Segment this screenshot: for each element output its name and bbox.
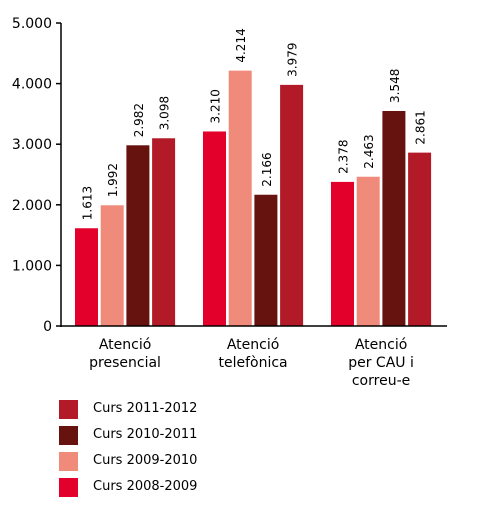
bar bbox=[228, 70, 252, 327]
y-tick-label: 4.000 bbox=[12, 77, 52, 93]
legend-swatch bbox=[59, 452, 78, 471]
y-tick-label: 3.000 bbox=[12, 137, 52, 153]
legend-swatch bbox=[59, 426, 78, 445]
bar bbox=[331, 181, 354, 326]
data-label: 1.613 bbox=[81, 186, 95, 220]
bar-chart: 1.613 3.210 2.378 1.992 4.214 2.463 2.982 2.166… bbox=[12, 16, 447, 389]
data-label: 2.166 bbox=[260, 152, 274, 186]
y-tick-label: 2.000 bbox=[12, 198, 52, 214]
data-label: 2.378 bbox=[337, 140, 351, 174]
legend-swatch bbox=[59, 478, 78, 497]
data-label: 1.992 bbox=[106, 163, 120, 197]
bar bbox=[382, 110, 406, 326]
bar bbox=[254, 194, 278, 326]
x-tick-label: correu-e bbox=[352, 373, 410, 389]
legend-label: Curs 2008-2009 bbox=[93, 479, 198, 494]
bar bbox=[75, 228, 98, 326]
legend-label: Curs 2010-2011 bbox=[93, 427, 198, 442]
bar bbox=[152, 138, 176, 326]
bar bbox=[203, 131, 226, 326]
x-tick-label: telefònica bbox=[218, 355, 287, 371]
data-label: 4.214 bbox=[234, 28, 248, 62]
bar bbox=[280, 84, 304, 327]
x-tick-label: Atenció bbox=[355, 337, 407, 353]
data-label: 3.979 bbox=[286, 43, 300, 77]
x-tick-label: Atenció bbox=[99, 337, 151, 353]
legend-label: Curs 2011-2012 bbox=[93, 401, 198, 416]
bar bbox=[100, 205, 124, 326]
x-tick-label: per CAU i bbox=[348, 355, 414, 371]
y-tick-label: 5.000 bbox=[12, 16, 52, 32]
bar bbox=[408, 152, 432, 326]
y-tick-label: 0 bbox=[43, 319, 52, 335]
bar bbox=[126, 145, 150, 326]
data-label: 3.548 bbox=[388, 69, 402, 103]
x-tick-label: Atenció bbox=[227, 337, 279, 353]
bar bbox=[356, 176, 380, 326]
legend-swatch bbox=[59, 400, 78, 419]
x-tick-label: presencial bbox=[89, 355, 161, 371]
data-label: 2.463 bbox=[362, 134, 376, 168]
data-label: 3.098 bbox=[158, 96, 172, 130]
data-label: 2.861 bbox=[414, 110, 428, 144]
y-tick-label: 1.000 bbox=[12, 258, 52, 274]
legend-label: Curs 2009-2010 bbox=[93, 453, 198, 468]
data-label: 2.982 bbox=[132, 103, 146, 137]
data-label: 3.210 bbox=[209, 89, 223, 123]
